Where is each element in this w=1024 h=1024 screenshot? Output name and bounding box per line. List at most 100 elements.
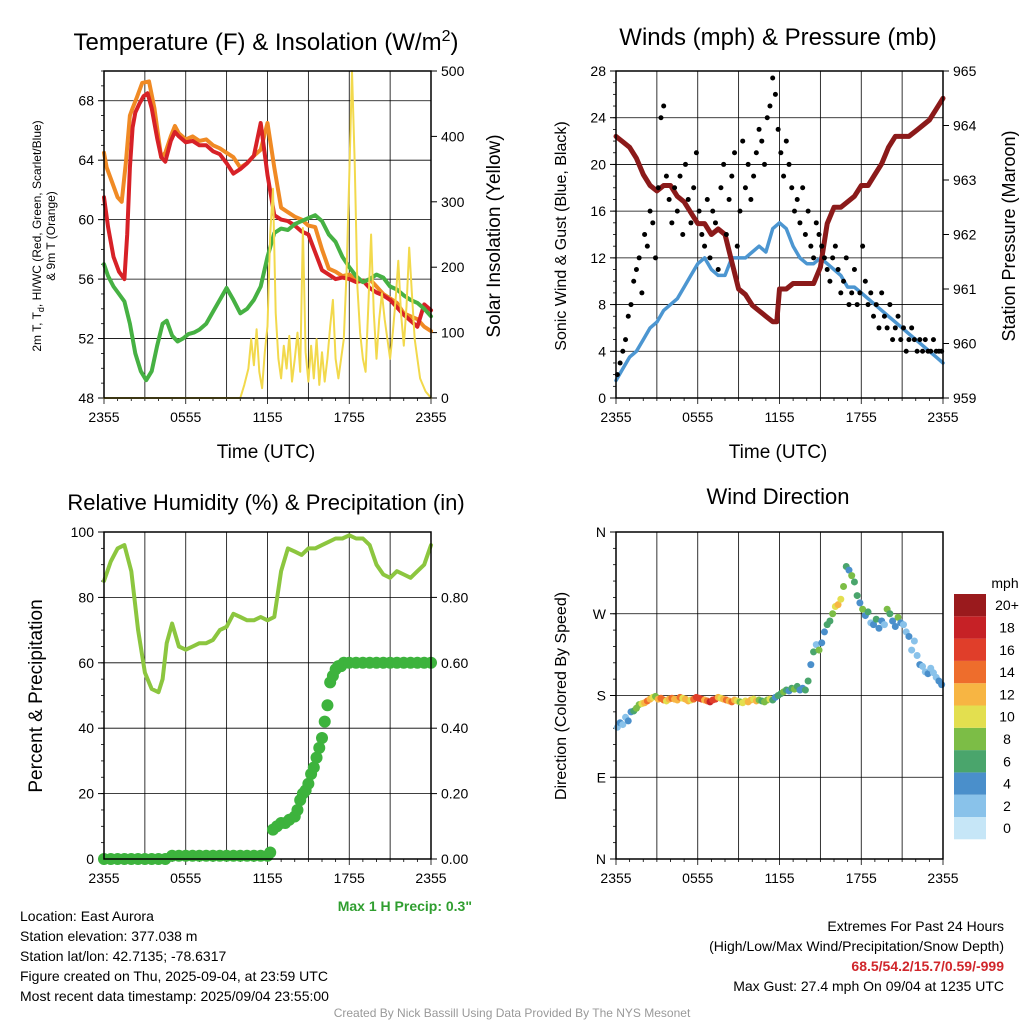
precip-point [291, 803, 304, 816]
y-right-tick-label: 963 [953, 172, 977, 188]
y-right-tick-label: 0.20 [441, 786, 468, 802]
y-tick-label: 48 [78, 390, 94, 406]
colorbar-label: 10 [999, 709, 1015, 725]
extremes-info: Extremes For Past 24 Hours (High/Low/Max… [709, 916, 1004, 996]
x-tick-label: 0555 [170, 409, 201, 425]
gust-point [789, 185, 795, 191]
plot-data [102, 70, 433, 399]
plot-frame [103, 531, 432, 860]
y-tick-label: N [596, 524, 606, 540]
direction-point [913, 652, 921, 660]
colorbar-swatch [954, 594, 986, 617]
gust-point [819, 243, 825, 249]
gust-point [854, 302, 860, 308]
y-tick-label: 80 [78, 589, 94, 605]
y-tick-label: 68 [78, 93, 94, 109]
gust-point [740, 138, 746, 144]
direction-point [801, 686, 809, 694]
direction-point [894, 613, 902, 621]
gust-point [631, 278, 637, 284]
gust-point [830, 255, 836, 261]
precip-point [313, 741, 326, 754]
plot-frame [615, 531, 944, 860]
x-tick-label: 2355 [415, 409, 446, 425]
y-tick-label: 60 [78, 655, 94, 671]
gust-point [647, 208, 653, 214]
series-line [103, 70, 432, 399]
y-tick-label: E [597, 769, 606, 785]
extremes-subtitle: (High/Low/Max Wind/Precipitation/Snow De… [709, 938, 1004, 954]
colorbar-swatch [954, 727, 986, 751]
station-elevation: Station elevation: 377.038 m [20, 928, 198, 944]
direction-point [856, 599, 864, 607]
gust-point [813, 220, 819, 226]
gust-point [832, 243, 838, 249]
winds-panel: Winds (mph) & Pressure (mb) Time (UTC) S… [553, 24, 1019, 463]
gust-point [843, 255, 849, 261]
direction-point [870, 621, 878, 629]
gust-point [909, 325, 915, 331]
gust-point [639, 290, 645, 296]
x-tick-label: 0555 [682, 409, 713, 425]
direction-point [889, 617, 897, 625]
colorbar-label: 2 [1003, 798, 1011, 814]
direction-point [845, 566, 853, 574]
gust-point [857, 290, 863, 296]
y-tick-label: 20 [590, 156, 606, 172]
gust-point [873, 302, 879, 308]
gust-point [862, 278, 868, 284]
gust-point [871, 313, 877, 319]
plot-data [613, 563, 946, 731]
gust-point [884, 325, 890, 331]
gust-point [903, 348, 909, 354]
colorbar-swatch [954, 750, 986, 773]
y-right-tick-label: 959 [953, 390, 977, 406]
gust-point [827, 278, 833, 284]
gust-point [906, 337, 912, 343]
speed-colorbar: 0 2 4 6 8 10 12 14 16 18 20+ [954, 594, 1019, 840]
x-tick-label: 1755 [334, 409, 365, 425]
temperature-title: Temperature (F) & Insolation (W/m2) [73, 28, 458, 56]
precip-point [318, 715, 331, 728]
gust-point [759, 138, 765, 144]
gust-point [811, 255, 817, 261]
plot-data [613, 75, 946, 383]
direction-point [820, 628, 828, 636]
gust-point [682, 161, 688, 167]
winds-xlabel: Time (UTC) [729, 442, 828, 463]
precip-point [307, 761, 320, 774]
precip-point [264, 846, 277, 859]
gust-point [653, 255, 659, 261]
direction-point [859, 605, 867, 613]
series-line [614, 221, 945, 383]
gust-point [879, 290, 885, 296]
direction-point [899, 621, 907, 629]
y-right-tick-label: 400 [441, 128, 465, 144]
gust-point [623, 337, 629, 343]
colorbar-label: 20+ [995, 597, 1019, 613]
colorbar-label: 0 [1003, 820, 1011, 836]
gust-point [775, 126, 781, 132]
direction-point [908, 646, 916, 654]
gust-point [802, 232, 808, 237]
gust-point [636, 255, 642, 261]
y-tick-label: 60 [78, 212, 94, 228]
gust-point [617, 360, 623, 366]
gust-point [930, 337, 936, 343]
gust-point [729, 173, 735, 179]
x-tick-label: 1155 [252, 870, 282, 886]
y-right-tick-label: 0.60 [441, 655, 468, 671]
gust-point [753, 150, 759, 156]
insolation-ylabel: Solar Insolation (Yellow) [484, 134, 505, 337]
gust-point [914, 348, 920, 354]
gust-point [693, 150, 699, 156]
gust-point [712, 220, 718, 226]
y-right-tick-label: 962 [953, 227, 977, 243]
y-tick-label: 4 [598, 343, 606, 359]
colorbar-label: 8 [1003, 731, 1011, 747]
y-right-tick-label: 300 [441, 194, 465, 210]
gust-point [762, 161, 768, 167]
colorbar-swatch [954, 817, 986, 840]
station-location: Location: East Aurora [20, 908, 154, 924]
